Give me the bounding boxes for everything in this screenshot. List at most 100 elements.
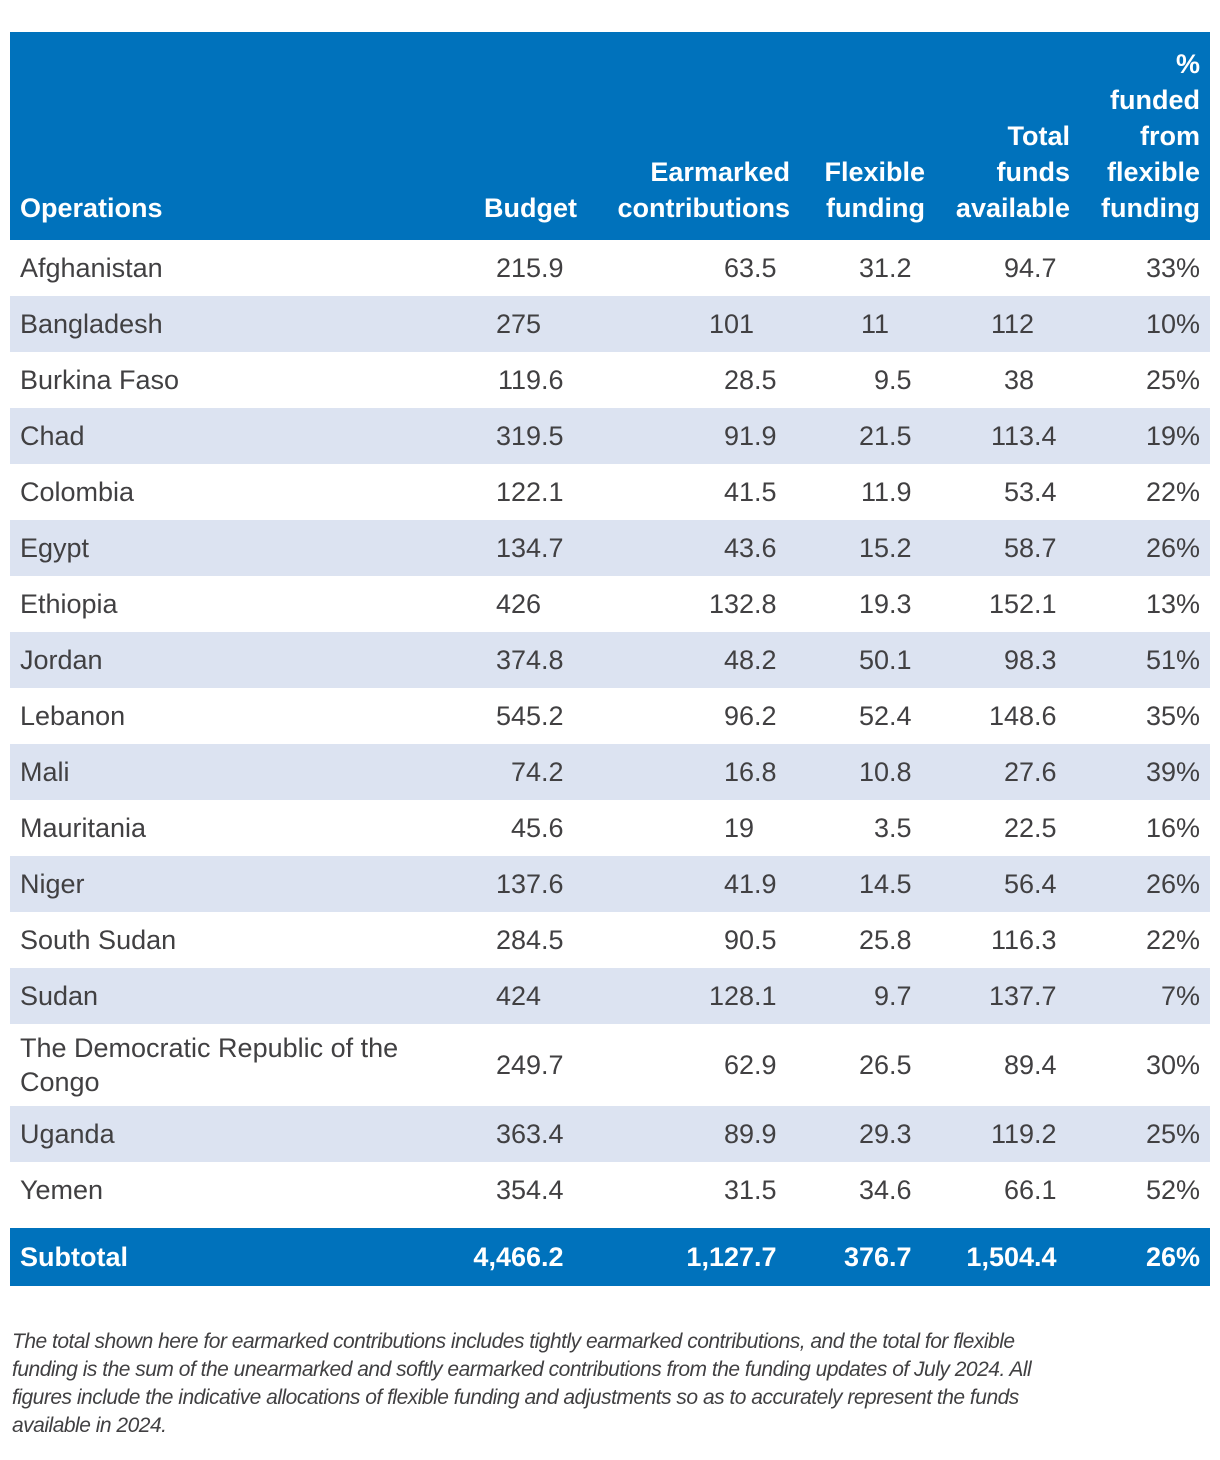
value-integer-part: 89 (723, 1119, 754, 1149)
cell-operation: Burkina Faso (20, 365, 180, 395)
table-row: South Sudan 284.5 90.5 25.8 116.3 22% (10, 912, 1210, 968)
cell-flexible-funding: 11.9 (800, 468, 935, 516)
value-integer-part: 28 (723, 365, 754, 395)
cell-total-funds-available: 1,504.4 (935, 1240, 1080, 1274)
table-row: Ethiopia 426 132.8 19.3 152.1 13% (10, 576, 1210, 632)
cell-total-funds-available: 148.6 (935, 692, 1080, 740)
cell-percent-funded: 22% (1145, 477, 1200, 507)
value-decimal-part: .7 (1034, 981, 1057, 1011)
cell-budget: 284.5 (455, 916, 587, 964)
value-integer-part: 96 (723, 701, 754, 731)
cell-earmarked-contributions: 31.5 (587, 1166, 800, 1214)
cell-earmarked-contributions: 101 (587, 300, 800, 348)
value-decimal-part: .7 (889, 1242, 912, 1272)
value-decimal-part: .9 (754, 1050, 777, 1080)
value-decimal-part (754, 811, 790, 845)
value-integer-part: 43 (723, 533, 754, 563)
value-integer-part: 148 (988, 701, 1034, 731)
cell-budget: 74.2 (455, 748, 587, 796)
cell-budget: 119.6 (455, 356, 587, 404)
cell-earmarked-contributions: 90.5 (587, 916, 800, 964)
cell-earmarked-contributions: 16.8 (587, 748, 800, 796)
cell-operation: Ethiopia (20, 589, 118, 619)
value-decimal-part: .2 (541, 757, 564, 787)
table-row: Afghanistan 215.9 63.5 31.2 94.7 33% (10, 240, 1210, 296)
cell-total-funds-available: 66.1 (935, 1166, 1080, 1214)
value-decimal-part: .8 (754, 757, 777, 787)
column-header-budget: Budget (484, 193, 577, 223)
table-row: Egypt 134.7 43.6 15.2 58.7 26% (10, 520, 1210, 576)
value-integer-part: 113 (990, 421, 1034, 451)
value-decimal-part: .5 (754, 253, 777, 283)
cell-earmarked-contributions: 48.2 (587, 636, 800, 684)
value-integer-part: 29 (858, 1119, 889, 1149)
cell-budget: 134.7 (455, 524, 587, 572)
value-decimal-part: .8 (889, 757, 912, 787)
cell-total-funds-available: 116.3 (935, 916, 1080, 964)
cell-percent-funded: 7% (1160, 981, 1200, 1011)
value-decimal-part: .4 (889, 701, 912, 731)
table-row: Mali 74.2 16.8 10.8 27.6 39% (10, 744, 1210, 800)
cell-flexible-funding: 9.5 (800, 356, 935, 404)
cell-total-funds-available: 98.3 (935, 636, 1080, 684)
value-integer-part: 90 (723, 925, 754, 955)
table-row: Lebanon 545.2 96.2 52.4 148.6 35% (10, 688, 1210, 744)
cell-percent-funded: 10% (1145, 309, 1200, 339)
cell-budget: 45.6 (455, 804, 587, 852)
value-integer-part: 62 (723, 1050, 754, 1080)
cell-percent-funded: 35% (1145, 701, 1200, 731)
value-decimal-part: .7 (1034, 253, 1057, 283)
cell-earmarked-contributions: 41.9 (587, 860, 800, 908)
cell-operation: Sudan (20, 981, 99, 1011)
table-row: Bangladesh 275 101 11 112 10% (10, 296, 1210, 352)
cell-flexible-funding: 11 (800, 300, 935, 348)
cell-flexible-funding: 26.5 (800, 1041, 935, 1089)
value-integer-part: 91 (723, 421, 754, 451)
cell-total-funds-available: 89.4 (935, 1041, 1080, 1089)
value-decimal-part: .5 (754, 477, 777, 507)
value-decimal-part: .1 (1034, 589, 1057, 619)
cell-flexible-funding: 3.5 (800, 804, 935, 852)
table-row: Mauritania 45.6 19 3.5 22.5 16% (10, 800, 1210, 856)
cell-earmarked-contributions: 89.9 (587, 1110, 800, 1158)
value-integer-part: 10 (858, 757, 889, 787)
cell-total-funds-available: 94.7 (935, 244, 1080, 292)
value-decimal-part: .9 (754, 869, 777, 899)
value-decimal-part: .5 (889, 1050, 912, 1080)
value-decimal-part: .5 (889, 365, 912, 395)
value-integer-part: 34 (858, 1175, 889, 1205)
table-row: Niger 137.6 41.9 14.5 56.4 26% (10, 856, 1210, 912)
cell-percent-funded: 25% (1145, 1119, 1200, 1149)
column-header-operations: Operations (20, 193, 163, 223)
value-decimal-part: .6 (889, 1175, 912, 1205)
value-decimal-part (889, 307, 925, 341)
cell-operation: Mali (20, 757, 70, 787)
column-header-flexible-funding: Flexible funding (824, 157, 925, 223)
value-decimal-part: .1 (889, 645, 912, 675)
value-integer-part: 38 (1003, 365, 1034, 395)
value-integer-part: 137 (495, 869, 541, 899)
cell-flexible-funding: 52.4 (800, 692, 935, 740)
value-integer-part: 41 (723, 477, 754, 507)
cell-total-funds-available: 112 (935, 300, 1080, 348)
funding-table: Operations Budget Earmarked contribution… (10, 32, 1210, 1286)
column-header-earmarked-contributions: Earmarked contributions (617, 157, 790, 223)
cell-earmarked-contributions: 132.8 (587, 580, 800, 628)
cell-total-funds-available: 113.4 (935, 412, 1080, 460)
value-decimal-part: .6 (1034, 701, 1057, 731)
value-integer-part: 94 (1003, 253, 1034, 283)
cell-percent-funded: 22% (1145, 925, 1200, 955)
cell-percent-funded: 25% (1145, 365, 1200, 395)
value-decimal-part: .5 (754, 925, 777, 955)
table-row: Chad 319.5 91.9 21.5 113.4 19% (10, 408, 1210, 464)
value-integer-part: 424 (495, 981, 541, 1011)
value-decimal-part: .4 (1034, 1242, 1057, 1272)
cell-earmarked-contributions: 41.5 (587, 468, 800, 516)
value-decimal-part: .6 (541, 813, 564, 843)
cell-flexible-funding: 50.1 (800, 636, 935, 684)
cell-total-funds-available: 53.4 (935, 468, 1080, 516)
value-integer-part: 74 (510, 757, 541, 787)
value-decimal-part: .7 (541, 533, 564, 563)
value-decimal-part: .9 (754, 421, 777, 451)
cell-total-funds-available: 56.4 (935, 860, 1080, 908)
